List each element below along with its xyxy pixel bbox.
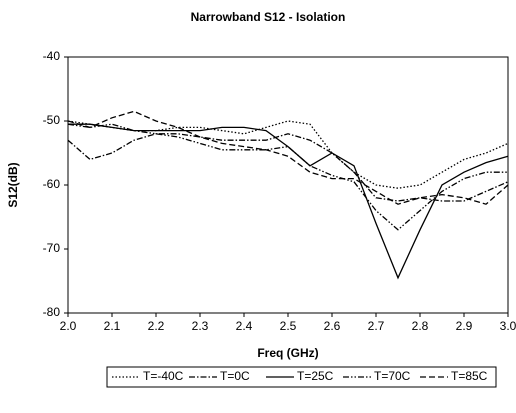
legend-label: T=25C	[297, 369, 334, 383]
legend-box	[106, 366, 497, 388]
legend-label: T=70C	[374, 369, 411, 383]
legend-label: T=0C	[220, 369, 250, 383]
legend-label: T=-40C	[143, 369, 184, 383]
legend-label: T=85C	[451, 369, 488, 383]
x-tick-label: 2.8	[412, 319, 429, 333]
x-tick-label: 2.5	[280, 319, 297, 333]
series-line	[67, 123, 508, 231]
x-tick-label: 3.0	[500, 319, 516, 333]
y-tick-label: -80	[43, 305, 61, 319]
x-tick-label: 2.3	[192, 319, 209, 333]
x-tick-label: 2.0	[60, 319, 77, 333]
series-line	[68, 123, 509, 280]
series-line	[67, 110, 509, 205]
y-axis-label: S12(dB)	[6, 162, 20, 207]
y-tick-label: -50	[43, 113, 61, 127]
x-tick-label: 2.6	[324, 319, 341, 333]
x-tick-label: 2.1	[104, 319, 121, 333]
x-axis-label: Freq (GHz)	[257, 346, 318, 360]
y-tick-label: -70	[43, 241, 61, 255]
x-tick-label: 2.7	[368, 319, 385, 333]
chart-title: Narrowband S12 - Isolation	[191, 10, 346, 24]
x-tick-label: 2.9	[456, 319, 473, 333]
x-tick-label: 2.4	[236, 319, 253, 333]
x-tick-label: 2.2	[148, 319, 165, 333]
y-tick-label: -60	[43, 177, 61, 191]
y-tick-label: -40	[43, 49, 61, 63]
